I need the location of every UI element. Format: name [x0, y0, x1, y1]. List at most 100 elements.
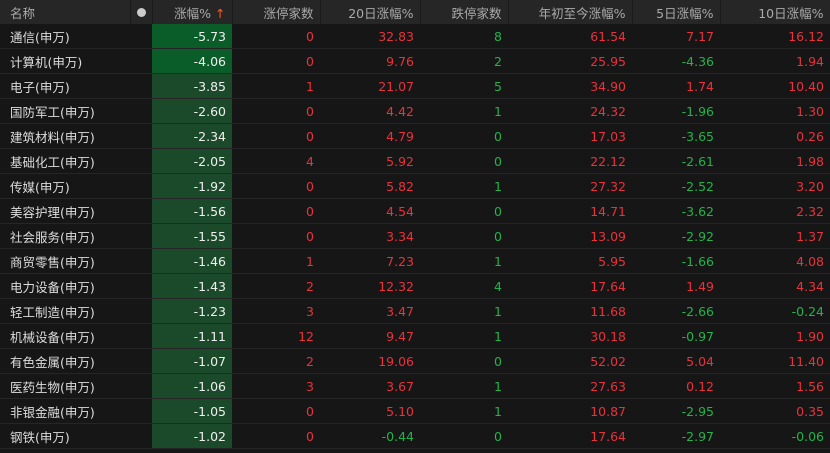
- cell-limit-up: 0: [232, 423, 320, 449]
- cell-20d: 4.42: [320, 98, 420, 124]
- table-row[interactable]: 商贸零售(申万) -1.46 1 7.23 1 5.95 -1.66 4.08: [0, 248, 830, 274]
- cell-5d: -2.66: [632, 298, 720, 324]
- cell-chg: -4.06: [152, 48, 232, 74]
- cell-limit-up: 1: [232, 73, 320, 99]
- cell-10d: 16.12: [720, 24, 830, 49]
- cell-limit-down: 0: [420, 198, 508, 224]
- cell-ytd: 11.68: [508, 298, 632, 324]
- table-row[interactable]: 美容护理(申万) -1.56 0 4.54 0 14.71 -3.62 2.32: [0, 198, 830, 224]
- table-row[interactable]: 机械设备(申万) -1.11 12 9.47 1 30.18 -0.97 1.90: [0, 323, 830, 349]
- cell-limit-down: 1: [420, 373, 508, 399]
- cell-limit-up: 2: [232, 348, 320, 374]
- cell-20d: 21.07: [320, 73, 420, 99]
- cell-limit-down: 0: [420, 123, 508, 149]
- cell-5d: -4.36: [632, 48, 720, 74]
- col-chg[interactable]: 涨幅% ↑: [152, 0, 233, 24]
- table-row[interactable]: 有色金属(申万) -1.07 2 19.06 0 52.02 5.04 11.40: [0, 348, 830, 374]
- col-5d[interactable]: 5日涨幅%: [632, 0, 721, 24]
- cell-5d: -2.61: [632, 148, 720, 174]
- cell-name: 通信(申万): [0, 24, 130, 49]
- cell-name: 传媒(申万): [0, 173, 130, 199]
- cell-name: 电子(申万): [0, 73, 130, 99]
- cell-10d: 1.30: [720, 98, 830, 124]
- cell-limit-down: 1: [420, 398, 508, 424]
- table-row[interactable]: 电子(申万) -3.85 1 21.07 5 34.90 1.74 10.40: [0, 73, 830, 99]
- col-name[interactable]: 名称: [0, 0, 131, 24]
- col-ytd[interactable]: 年初至今涨幅%: [508, 0, 633, 24]
- cell-dot: [130, 373, 152, 399]
- cell-ytd: 27.32: [508, 173, 632, 199]
- table-row[interactable]: 通信(申万) -5.73 0 32.83 8 61.54 7.17 16.12: [0, 24, 830, 49]
- cell-ytd: 17.64: [508, 423, 632, 449]
- cell-10d: 1.94: [720, 48, 830, 74]
- cell-name: 电力设备(申万): [0, 273, 130, 299]
- cell-limit-up: 2: [232, 273, 320, 299]
- cell-10d: 4.08: [720, 248, 830, 274]
- table-row[interactable]: 非银金融(申万) -1.05 0 5.10 1 10.87 -2.95 0.35: [0, 398, 830, 424]
- cell-10d: 1.90: [720, 323, 830, 349]
- table-row[interactable]: 钢铁(申万) -1.02 0 -0.44 0 17.64 -2.97 -0.06: [0, 423, 830, 449]
- cell-ytd: 30.18: [508, 323, 632, 349]
- cell-limit-down: 1: [420, 98, 508, 124]
- cell-dot: [130, 73, 152, 99]
- table-row[interactable]: 国防军工(申万) -2.60 0 4.42 1 24.32 -1.96 1.30: [0, 98, 830, 124]
- cell-20d: 19.06: [320, 348, 420, 374]
- cell-5d: -2.52: [632, 173, 720, 199]
- cell-limit-up: 0: [232, 24, 320, 49]
- cell-10d: -0.06: [720, 423, 830, 449]
- cell-limit-down: 0: [420, 148, 508, 174]
- cell-ytd: 10.87: [508, 398, 632, 424]
- col-dot[interactable]: [130, 0, 153, 24]
- cell-ytd: 17.64: [508, 273, 632, 299]
- cell-limit-down: 0: [420, 348, 508, 374]
- cell-20d: 3.47: [320, 298, 420, 324]
- cell-20d: 4.54: [320, 198, 420, 224]
- cell-10d: 1.98: [720, 148, 830, 174]
- cell-5d: -2.97: [632, 423, 720, 449]
- cell-name: 美容护理(申万): [0, 198, 130, 224]
- cell-ytd: 52.02: [508, 348, 632, 374]
- cell-20d: 7.23: [320, 248, 420, 274]
- col-20d[interactable]: 20日涨幅%: [320, 0, 421, 24]
- cell-20d: 5.82: [320, 173, 420, 199]
- cell-limit-down: 5: [420, 73, 508, 99]
- cell-limit-down: 1: [420, 323, 508, 349]
- cell-limit-up: 12: [232, 323, 320, 349]
- cell-name: 医药生物(申万): [0, 373, 130, 399]
- cell-10d: 1.56: [720, 373, 830, 399]
- cell-dot: [130, 48, 152, 74]
- cell-20d: 5.92: [320, 148, 420, 174]
- table-row[interactable]: 电力设备(申万) -1.43 2 12.32 4 17.64 1.49 4.34: [0, 273, 830, 299]
- cell-10d: 0.26: [720, 123, 830, 149]
- col-10d[interactable]: 10日涨幅%: [720, 0, 830, 24]
- cell-name: 钢铁(申万): [0, 423, 130, 449]
- cell-20d: 4.79: [320, 123, 420, 149]
- cell-20d: 9.47: [320, 323, 420, 349]
- cell-dot: [130, 248, 152, 274]
- cell-name: 轻工制造(申万): [0, 298, 130, 324]
- cell-chg: -5.73: [152, 24, 232, 49]
- col-limit-up[interactable]: 涨停家数: [232, 0, 321, 24]
- cell-limit-up: 0: [232, 398, 320, 424]
- cell-dot: [130, 123, 152, 149]
- cell-limit-up: 0: [232, 173, 320, 199]
- table-row[interactable]: 社会服务(申万) -1.55 0 3.34 0 13.09 -2.92 1.37: [0, 223, 830, 249]
- cell-10d: -0.24: [720, 298, 830, 324]
- cell-chg: -1.02: [152, 423, 232, 449]
- cell-10d: 4.34: [720, 273, 830, 299]
- table-row[interactable]: 医药生物(申万) -1.06 3 3.67 1 27.63 0.12 1.56: [0, 373, 830, 399]
- col-limit-down[interactable]: 跌停家数: [420, 0, 509, 24]
- cell-chg: -1.56: [152, 198, 232, 224]
- table-row[interactable]: 计算机(申万) -4.06 0 9.76 2 25.95 -4.36 1.94: [0, 48, 830, 74]
- cell-limit-up: 3: [232, 298, 320, 324]
- cell-5d: 0.12: [632, 373, 720, 399]
- cell-ytd: 5.95: [508, 248, 632, 274]
- cell-10d: 0.35: [720, 398, 830, 424]
- cell-dot: [130, 323, 152, 349]
- table-row[interactable]: 建筑材料(申万) -2.34 0 4.79 0 17.03 -3.65 0.26: [0, 123, 830, 149]
- table-row[interactable]: 基础化工(申万) -2.05 4 5.92 0 22.12 -2.61 1.98: [0, 148, 830, 174]
- table-row[interactable]: 传媒(申万) -1.92 0 5.82 1 27.32 -2.52 3.20: [0, 173, 830, 199]
- cell-dot: [130, 24, 152, 49]
- cell-name: 计算机(申万): [0, 48, 130, 74]
- table-row[interactable]: 轻工制造(申万) -1.23 3 3.47 1 11.68 -2.66 -0.24: [0, 298, 830, 324]
